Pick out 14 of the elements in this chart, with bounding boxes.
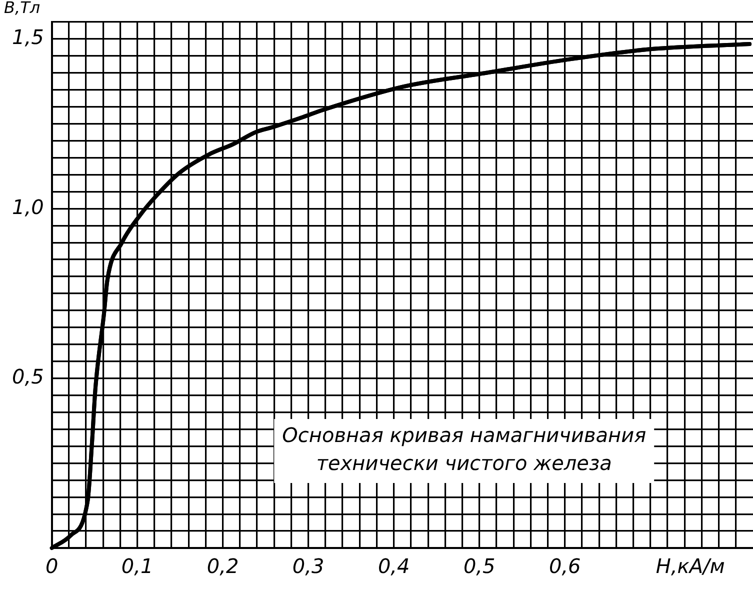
- x-tick-label: 0: [45, 554, 58, 578]
- x-tick-label: 0,1: [121, 554, 154, 578]
- x-tick-label: 0,4: [378, 554, 410, 578]
- x-tick-label: 0,5: [463, 554, 496, 578]
- y-tick-label: 1,5: [12, 25, 44, 50]
- x-axis-title: H,кА/м: [656, 554, 725, 578]
- y-tick-label: 1,0: [12, 194, 44, 219]
- x-tick-label: 0,6: [548, 554, 581, 578]
- x-tick-label: 0,2: [206, 554, 239, 578]
- annotation: технически чистого железа: [316, 451, 612, 476]
- annotation: Основная кривая намагничивания: [282, 423, 646, 448]
- y-axis-title: В,Тл: [4, 0, 40, 18]
- y-tick-label: 0,5: [12, 364, 44, 389]
- x-tick-label: 0,3: [292, 554, 324, 578]
